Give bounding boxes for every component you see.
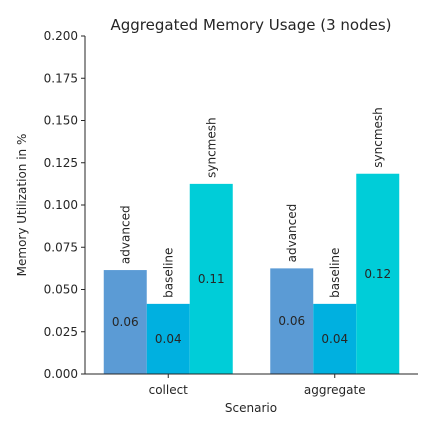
bar-advanced-aggregate bbox=[270, 268, 314, 374]
y-tick-label: 0.150 bbox=[44, 114, 78, 128]
x-tick-label: aggregate bbox=[304, 383, 366, 397]
y-tick-label: 0.100 bbox=[44, 198, 78, 212]
bar-value-label: 0.06 bbox=[278, 314, 305, 328]
bar-series-label: advanced bbox=[285, 204, 299, 263]
y-tick-label: 0.025 bbox=[44, 325, 78, 339]
bar-series-label: syncmesh bbox=[371, 107, 385, 168]
y-tick-label: 0.200 bbox=[44, 29, 78, 43]
y-tick-label: 0.075 bbox=[44, 240, 78, 254]
bar-value-label: 0.11 bbox=[198, 272, 225, 286]
bar-series-label: baseline bbox=[161, 248, 175, 298]
bar-baseline-aggregate bbox=[313, 303, 357, 374]
y-tick-label: 0.000 bbox=[44, 367, 78, 381]
bar-syncmesh-aggregate bbox=[356, 173, 400, 374]
bar-value-label: 0.04 bbox=[321, 332, 348, 346]
y-tick-label: 0.175 bbox=[44, 71, 78, 85]
y-tick-label: 0.050 bbox=[44, 283, 78, 297]
bar-value-label: 0.04 bbox=[155, 332, 182, 346]
bar-syncmesh-collect bbox=[189, 183, 233, 374]
y-axis-label: Memory Utilization in % bbox=[15, 134, 29, 277]
x-tick-label: collect bbox=[149, 383, 189, 397]
x-axis-label: Scenario bbox=[225, 401, 277, 415]
y-tick-label: 0.125 bbox=[44, 156, 78, 170]
bar-series-label: advanced bbox=[118, 205, 132, 264]
bar-value-label: 0.12 bbox=[364, 267, 391, 281]
bar-advanced-collect bbox=[103, 270, 147, 374]
bar-baseline-collect bbox=[146, 303, 190, 374]
bar-series-label: baseline bbox=[328, 248, 342, 298]
bar-series-label: syncmesh bbox=[204, 117, 218, 178]
chart-title: Aggregated Memory Usage (3 nodes) bbox=[110, 16, 391, 34]
bar-value-label: 0.06 bbox=[112, 315, 139, 329]
plot-area: advanced 0.06 baseline 0.04 syncmesh 0.11 coll… bbox=[44, 29, 418, 397]
